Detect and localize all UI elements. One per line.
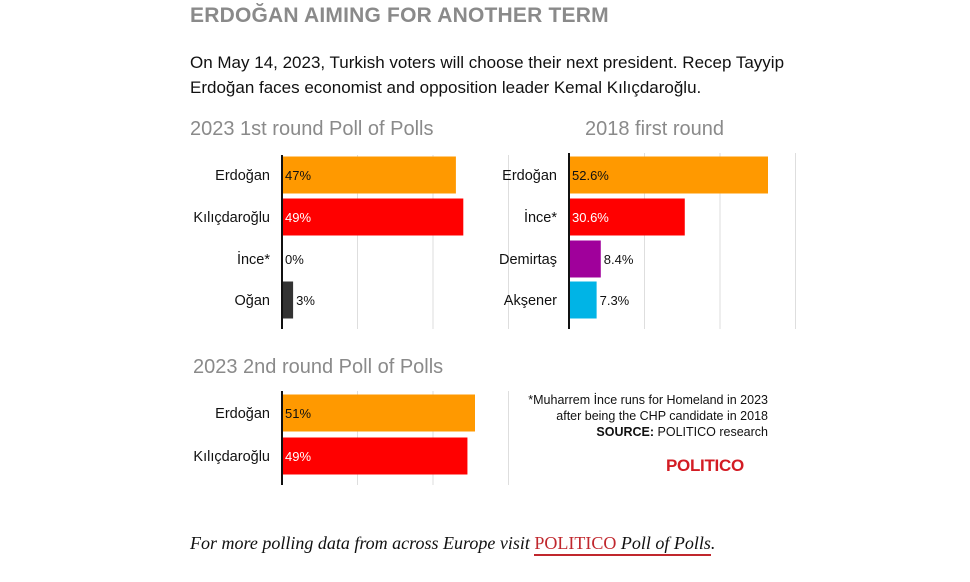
value-label: 51% — [285, 406, 311, 421]
poll-of-polls-link-brand: POLITICO — [534, 533, 617, 553]
bar-first-round-2023-3 — [282, 281, 294, 319]
chart-title-second-round-2023: 2023 2nd round Poll of Polls — [193, 356, 444, 378]
source-text: POLITICO research — [654, 425, 768, 439]
footnote-line-1: *Muharrem İnce runs for Homeland in 2023 — [528, 393, 768, 407]
category-label: Akşener — [504, 293, 557, 309]
category-label: Kılıçdaroğlu — [193, 210, 270, 226]
bottom-note-prefix: For more polling data from across Europe… — [190, 533, 535, 553]
bottom-note: For more polling data from across Europe… — [190, 533, 716, 556]
footnote-line-2: after being the CHP candidate in 2018 — [556, 409, 768, 423]
value-label: 8.4% — [604, 252, 634, 267]
chart-title-first-round-2023: 2023 1st round Poll of Polls — [190, 118, 434, 140]
value-label: 3% — [296, 293, 315, 308]
bar-first-round-2018-3 — [569, 281, 597, 319]
value-label: 49% — [285, 210, 311, 225]
chart-first-round-2018: Erdoğan 52.6% İnce* 30.6% Demirtaş 8.4% Akşene… — [499, 153, 796, 329]
bar-first-round-2023-1 — [282, 198, 464, 236]
bar-second-round-2023-0 — [282, 394, 475, 432]
bar-second-round-2023-1 — [282, 437, 468, 475]
category-label: Erdoğan — [502, 168, 557, 184]
category-label: Demirtaş — [499, 252, 557, 268]
category-label: Kılıçdaroğlu — [193, 449, 270, 465]
value-label: 49% — [285, 449, 311, 464]
bottom-note-suffix: . — [710, 533, 716, 553]
value-label: 30.6% — [572, 210, 609, 225]
intro-paragraph: On May 14, 2023, Turkish voters will cho… — [190, 53, 785, 97]
headline: ERDOĞAN AIMING FOR ANOTHER TERM — [190, 4, 609, 27]
footnote: *Muharrem İnce runs for Homeland in 2023… — [470, 392, 768, 440]
chart-second-round-2023: Erdoğan 51% Kılıçdaroğlu 49% — [193, 391, 509, 485]
chart-first-round-2023: Erdoğan 47% Kılıçdaroğlu 49% İnce* 0% Oğan 3% — [193, 155, 509, 329]
bar-first-round-2018-1 — [569, 198, 685, 236]
politico-logo: POLITICO — [666, 456, 744, 475]
value-label: 47% — [285, 168, 311, 183]
value-label: 7.3% — [600, 293, 630, 308]
bar-first-round-2018-2 — [569, 240, 601, 278]
category-label: Erdoğan — [215, 406, 270, 422]
source-label: SOURCE: — [596, 425, 655, 439]
bar-first-round-2023-0 — [282, 156, 456, 194]
value-label: 0% — [285, 252, 304, 267]
value-label: 52.6% — [572, 168, 609, 183]
category-label: Oğan — [235, 293, 270, 309]
poll-of-polls-link-rest: Poll of Polls — [616, 533, 711, 553]
poll-of-polls-link[interactable]: POLITICO Poll of Polls — [534, 533, 711, 556]
category-label: İnce* — [524, 208, 557, 226]
category-label: Erdoğan — [215, 168, 270, 184]
chart-title-first-round-2018: 2018 first round — [585, 118, 724, 140]
source-line: SOURCE: POLITICO research — [470, 424, 768, 440]
category-label: İnce* — [237, 250, 270, 268]
bar-first-round-2018-0 — [569, 156, 768, 194]
